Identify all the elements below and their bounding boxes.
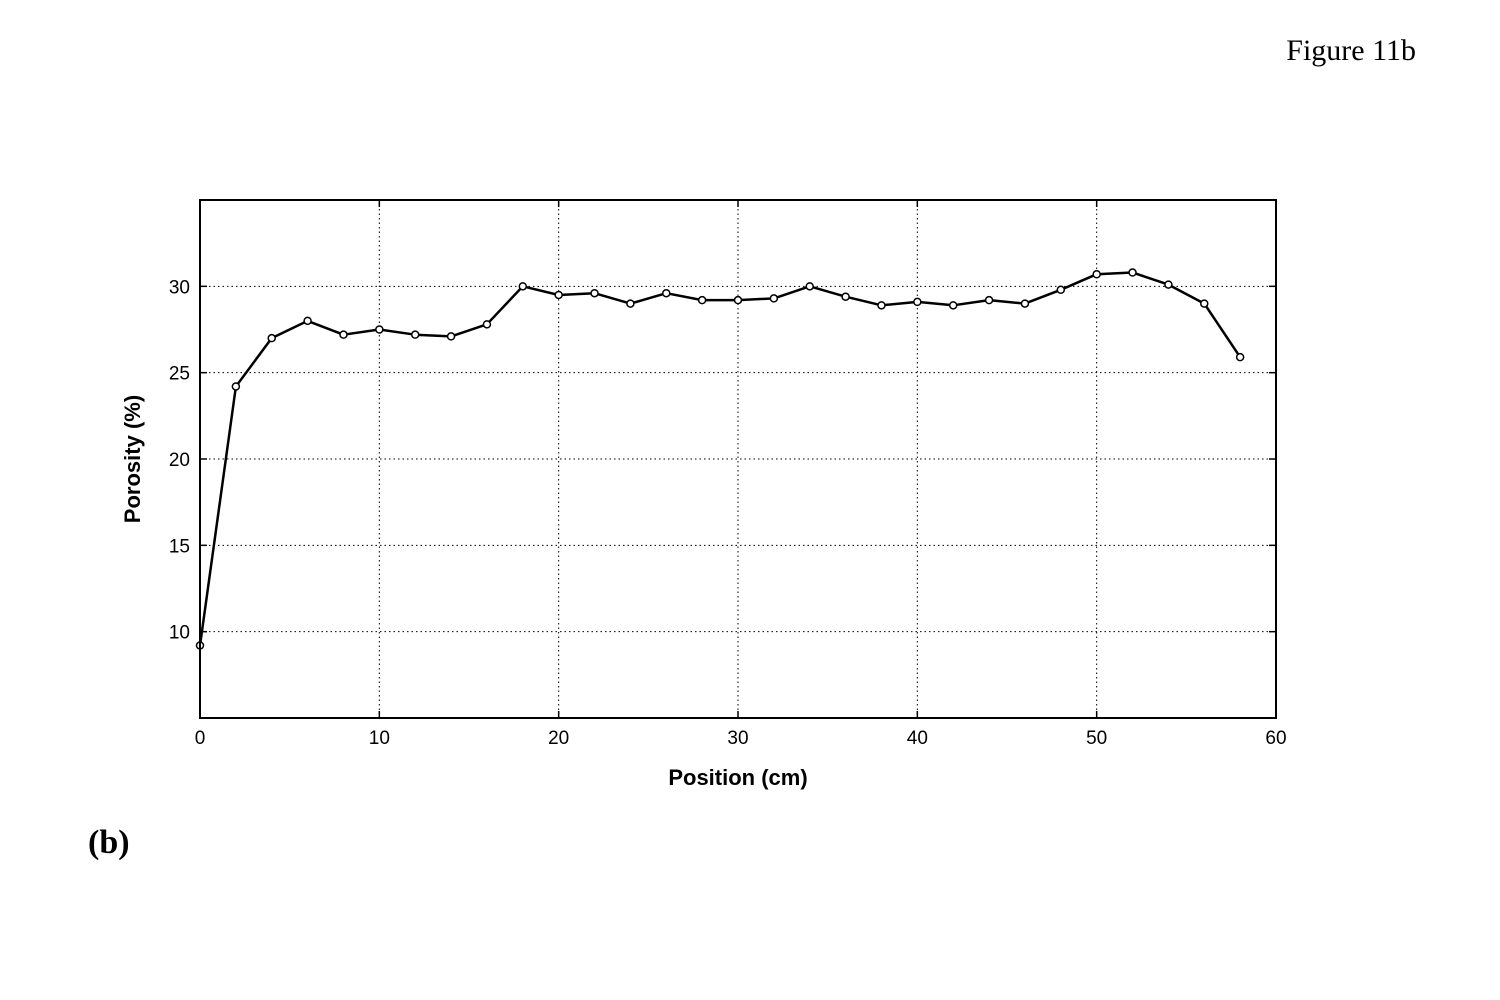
- data-point: [518, 282, 528, 291]
- data-point: [1128, 268, 1137, 277]
- data-point: [841, 292, 850, 301]
- data-point: [948, 301, 958, 310]
- y-tick-label: 25: [169, 364, 190, 385]
- data-point: [805, 282, 814, 291]
- x-tick-label: 40: [907, 728, 928, 749]
- series-line: [198, 271, 1242, 646]
- panel-label: (b): [88, 824, 130, 861]
- figure-label: Figure 11b: [1286, 34, 1416, 67]
- data-point: [1056, 285, 1066, 295]
- tick-labels: 0 10 20 30 40 50 60 10 15 20 25 30: [169, 277, 1287, 749]
- x-tick-label: 60: [1265, 728, 1286, 749]
- data-point: [339, 330, 348, 339]
- data-point: [410, 330, 420, 339]
- series-line-path: [198, 271, 1242, 646]
- data-point: [1200, 299, 1209, 308]
- data-point: [446, 332, 456, 341]
- data-point: [697, 295, 707, 305]
- data-point: [1020, 299, 1030, 308]
- data-point: [267, 333, 276, 343]
- x-tick-label: 0: [195, 728, 206, 749]
- y-tick-label: 30: [169, 277, 190, 298]
- data-point: [984, 295, 994, 305]
- x-axis-label: Position (cm): [668, 765, 807, 790]
- y-tick-label: 20: [169, 450, 190, 471]
- x-tick-label: 20: [548, 728, 569, 749]
- plot-frame: [199, 199, 1277, 719]
- data-point: [877, 301, 886, 310]
- y-axis-label: Porosity (%): [120, 395, 145, 523]
- data-point: [482, 320, 492, 329]
- y-tick-label: 15: [169, 536, 190, 557]
- data-point: [1164, 280, 1173, 289]
- data-point: [733, 295, 743, 305]
- data-point: [1235, 352, 1245, 362]
- x-tick-label: 10: [369, 728, 390, 749]
- x-tick-label: 30: [727, 728, 748, 749]
- data-point: [769, 294, 779, 303]
- grid-lines: [200, 200, 1276, 718]
- data-point: [626, 299, 635, 308]
- data-point: [554, 290, 563, 300]
- x-tick-label: 50: [1086, 728, 1107, 749]
- data-point: [590, 288, 599, 298]
- series-markers: [195, 268, 1245, 650]
- data-point: [913, 297, 922, 307]
- data-point: [662, 288, 671, 298]
- data-point: [375, 325, 384, 334]
- data-point: [303, 316, 312, 326]
- data-point: [1092, 269, 1101, 279]
- y-tick-label: 10: [169, 623, 190, 644]
- data-point: [231, 382, 241, 391]
